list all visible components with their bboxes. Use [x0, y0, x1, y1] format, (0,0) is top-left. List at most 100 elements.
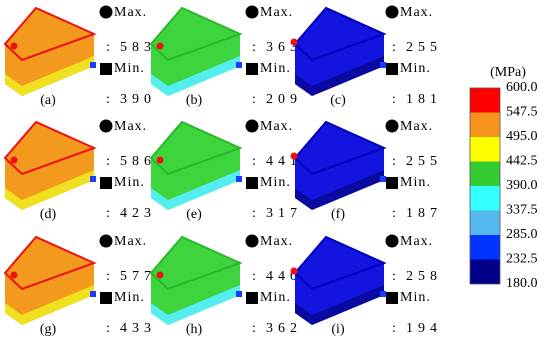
min-value: 362 [266, 321, 302, 336]
max-label: Max. [114, 119, 147, 134]
panel-label: (b) [186, 93, 203, 108]
front-face [295, 148, 384, 210]
min-icon [386, 292, 398, 304]
min-point [236, 176, 242, 182]
max-value: 577 [120, 269, 156, 284]
max-point [156, 271, 164, 279]
top-face [293, 120, 387, 176]
min-value: 194 [406, 321, 442, 336]
min-value: 181 [406, 92, 442, 107]
max-icon [385, 234, 399, 248]
legend-frame [469, 87, 501, 285]
min-value: 209 [266, 92, 302, 107]
panel-label: (e) [186, 207, 202, 222]
min-point [90, 62, 96, 68]
max-icon [99, 234, 113, 248]
min-icon [100, 292, 112, 304]
separator: : [392, 269, 396, 284]
separator: : [252, 321, 256, 336]
top-face [3, 235, 97, 291]
separator: : [392, 40, 396, 55]
min-icon [100, 177, 112, 189]
top-face [3, 6, 97, 62]
max-point [290, 267, 298, 275]
bottom-band [151, 56, 240, 96]
max-value: 586 [120, 154, 156, 169]
legend-bin [470, 137, 500, 162]
separator: : [252, 206, 256, 221]
legend-tick-label: 232.5 [506, 252, 538, 267]
legend-tick-label: 547.5 [506, 105, 538, 120]
legend-bin [470, 259, 500, 284]
max-icon [245, 234, 259, 248]
legend-bin [470, 210, 500, 235]
max-label: Max. [400, 234, 433, 249]
min-label: Min. [114, 175, 145, 190]
panel-label: (f) [331, 207, 345, 222]
separator: : [106, 40, 110, 55]
max-label: Max. [260, 119, 293, 134]
max-label: Max. [400, 5, 433, 20]
max-icon [245, 5, 259, 19]
min-point [90, 176, 96, 182]
max-icon [99, 119, 113, 133]
min-icon [386, 177, 398, 189]
separator: : [392, 92, 396, 107]
max-icon [385, 119, 399, 133]
max-point [10, 42, 18, 50]
separator: : [106, 154, 110, 169]
min-value: 317 [266, 206, 302, 221]
bottom-band [5, 56, 94, 96]
bottom-band [151, 170, 240, 210]
min-label: Min. [114, 290, 145, 305]
legend-bin [470, 161, 500, 186]
max-point [156, 42, 164, 50]
min-point [380, 62, 386, 68]
max-icon [245, 119, 259, 133]
min-point [90, 291, 96, 297]
min-icon [386, 63, 398, 75]
separator: : [392, 321, 396, 336]
max-label: Max. [260, 234, 293, 249]
max-value: 440 [266, 269, 302, 284]
separator: : [106, 269, 110, 284]
legend-tick-label: 337.5 [506, 203, 538, 218]
bottom-band [151, 285, 240, 325]
front-face [151, 148, 240, 210]
max-point [290, 38, 298, 46]
max-value: 255 [406, 154, 442, 169]
min-icon [246, 63, 258, 75]
min-label: Min. [400, 175, 431, 190]
legend-tick-label: 442.5 [506, 154, 538, 169]
panel-label: (a) [40, 93, 56, 108]
max-value: 583 [120, 40, 156, 55]
min-point [236, 62, 242, 68]
max-point [290, 152, 298, 160]
min-value: 390 [120, 92, 156, 107]
max-label: Max. [400, 119, 433, 134]
panel-label: (c) [330, 93, 346, 108]
separator: : [252, 92, 256, 107]
front-face [151, 263, 240, 325]
top-face [149, 120, 243, 176]
separator: : [252, 40, 256, 55]
legend-bin [470, 112, 500, 137]
min-value: 433 [120, 321, 156, 336]
panel-label: (h) [186, 322, 203, 337]
top-face [293, 6, 387, 62]
top-face [149, 235, 243, 291]
panel-label: (d) [40, 207, 57, 222]
separator: : [392, 206, 396, 221]
panel-label: (i) [331, 322, 345, 337]
min-label: Min. [260, 61, 291, 76]
min-label: Min. [260, 290, 291, 305]
min-point [380, 291, 386, 297]
min-point [236, 291, 242, 297]
legend-bin [470, 88, 500, 113]
min-label: Min. [400, 290, 431, 305]
legend-tick-label: 600.0 [506, 80, 538, 95]
min-label: Min. [400, 61, 431, 76]
min-icon [246, 292, 258, 304]
max-point [156, 156, 164, 164]
